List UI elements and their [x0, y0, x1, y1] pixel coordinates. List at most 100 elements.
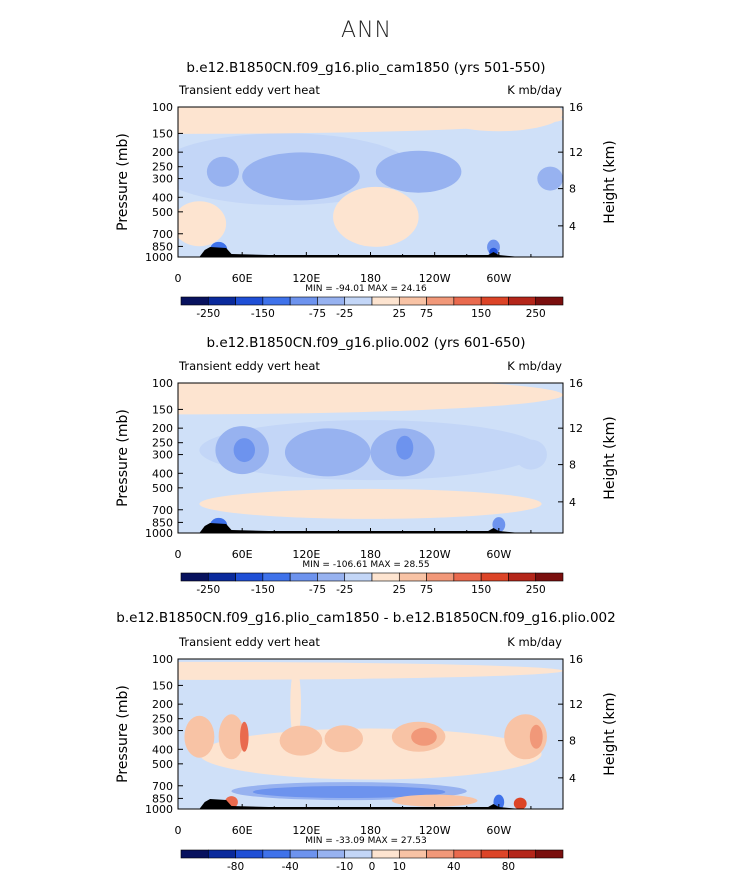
- colorbar-label: -75: [309, 584, 326, 596]
- y-tick-label: 150: [152, 679, 173, 692]
- colorbar-label: -150: [251, 584, 275, 596]
- contour-region: [199, 420, 542, 481]
- colorbar-swatch: [180, 572, 209, 582]
- y-right-tick-label: 4: [569, 220, 576, 233]
- y-tick-label: 250: [152, 161, 173, 174]
- colorbar-swatch: [262, 572, 291, 582]
- colorbar-swatch: [398, 572, 427, 582]
- y-right-tick-label: 8: [569, 459, 576, 472]
- contour-region: [199, 488, 542, 519]
- y-tick-label: 300: [152, 449, 173, 462]
- contour-region: [529, 724, 543, 749]
- contour-region: [434, 107, 563, 132]
- y-tick-label: 400: [152, 191, 173, 204]
- colorbar-label: 75: [420, 584, 433, 596]
- y-tick-label: 500: [152, 758, 173, 771]
- contour-region: [493, 794, 505, 809]
- topography: [199, 799, 521, 809]
- x-tick-label: 60E: [232, 272, 253, 285]
- x-tick-label: 60W: [486, 272, 511, 285]
- colorbar-swatch: [371, 296, 400, 306]
- contour-region: [279, 725, 323, 756]
- colorbar-label: -150: [251, 308, 275, 320]
- contour-region: [240, 721, 249, 752]
- contour-fills: [178, 383, 563, 533]
- panel-1: b.e12.B1850CN.f09_g16.plio_cam1850 (yrs …: [115, 60, 618, 320]
- y-tick-label: 100: [152, 377, 173, 390]
- colorbar-swatch: [480, 849, 509, 859]
- colorbar-swatch: [371, 849, 400, 859]
- x-tick-label: 0: [175, 272, 182, 285]
- y-tick-label: 850: [152, 516, 173, 529]
- topography: [199, 523, 521, 533]
- y-tick-label: 850: [152, 792, 173, 805]
- contour-region: [178, 383, 563, 415]
- colorbar-label: 150: [471, 308, 491, 320]
- y-right-axis-title: Height (km): [602, 692, 618, 775]
- contour-region: [391, 794, 478, 807]
- x-tick-label: 0: [175, 548, 182, 561]
- y-right-tick-label: 12: [569, 146, 583, 159]
- variable-label: Transient eddy vert heat: [178, 83, 320, 97]
- colorbar-swatch: [508, 296, 537, 306]
- y-tick-label: 1000: [145, 251, 173, 264]
- contour-region: [324, 725, 364, 753]
- y-tick-label: 300: [152, 173, 173, 186]
- colorbar-swatch: [180, 849, 209, 859]
- y-tick-label: 150: [152, 127, 173, 140]
- y-right-tick-label: 8: [569, 183, 576, 196]
- colorbar-swatch: [344, 296, 373, 306]
- topography: [199, 247, 521, 257]
- contour-region: [206, 156, 239, 187]
- y-tick-label: 500: [152, 206, 173, 219]
- colorbar-label: 10: [393, 861, 406, 873]
- colorbar-swatch: [207, 849, 236, 859]
- y-axis-title: Pressure (mb): [115, 685, 131, 783]
- variable-label: Transient eddy vert heat: [178, 635, 320, 649]
- y-right-tick-label: 16: [569, 101, 583, 114]
- x-tick-label: 60W: [486, 548, 511, 561]
- contour-region: [537, 166, 563, 191]
- y-tick-label: 300: [152, 725, 173, 738]
- colorbar-swatch: [535, 572, 564, 582]
- colorbar-label: 0: [369, 861, 376, 873]
- contour-region: [396, 435, 414, 460]
- contour-region: [375, 150, 462, 193]
- units-label: K mb/day: [507, 359, 562, 373]
- panel-3: b.e12.B1850CN.f09_g16.plio_cam1850 - b.e…: [115, 610, 618, 873]
- contour-region: [218, 714, 245, 760]
- y-tick-label: 1000: [145, 527, 173, 540]
- colorbar-label: -80: [227, 861, 244, 873]
- y-tick-label: 150: [152, 403, 173, 416]
- colorbar-label: 150: [471, 584, 491, 596]
- y-tick-label: 250: [152, 437, 173, 450]
- x-tick-label: 120E: [292, 548, 320, 561]
- contour-fills: [178, 107, 563, 257]
- colorbar-swatch: [535, 849, 564, 859]
- colorbar-swatch: [235, 572, 264, 582]
- contour-region: [184, 715, 215, 758]
- colorbar-label: -25: [336, 584, 353, 596]
- y-tick-label: 400: [152, 467, 173, 480]
- colorbar-swatch: [317, 572, 346, 582]
- colorbar-swatch: [317, 296, 346, 306]
- colorbar-swatch: [180, 296, 209, 306]
- y-tick-label: 850: [152, 240, 173, 253]
- colorbar-swatch: [371, 572, 400, 582]
- y-axis-title: Pressure (mb): [115, 133, 131, 231]
- colorbar-swatch: [344, 572, 373, 582]
- contour-region: [290, 666, 301, 742]
- contour-region: [252, 785, 446, 798]
- colorbar-label: 40: [447, 861, 460, 873]
- colorbar-swatch: [262, 296, 291, 306]
- y-tick-label: 700: [152, 780, 173, 793]
- colorbar-swatch: [398, 296, 427, 306]
- colorbar-swatch: [289, 296, 318, 306]
- y-right-tick-label: 16: [569, 377, 583, 390]
- y-right-tick-label: 4: [569, 496, 576, 509]
- x-tick-label: 0: [175, 824, 182, 837]
- y-right-tick-label: 8: [569, 735, 576, 748]
- x-tick-label: 60W: [486, 824, 511, 837]
- colorbar-swatch: [426, 849, 455, 859]
